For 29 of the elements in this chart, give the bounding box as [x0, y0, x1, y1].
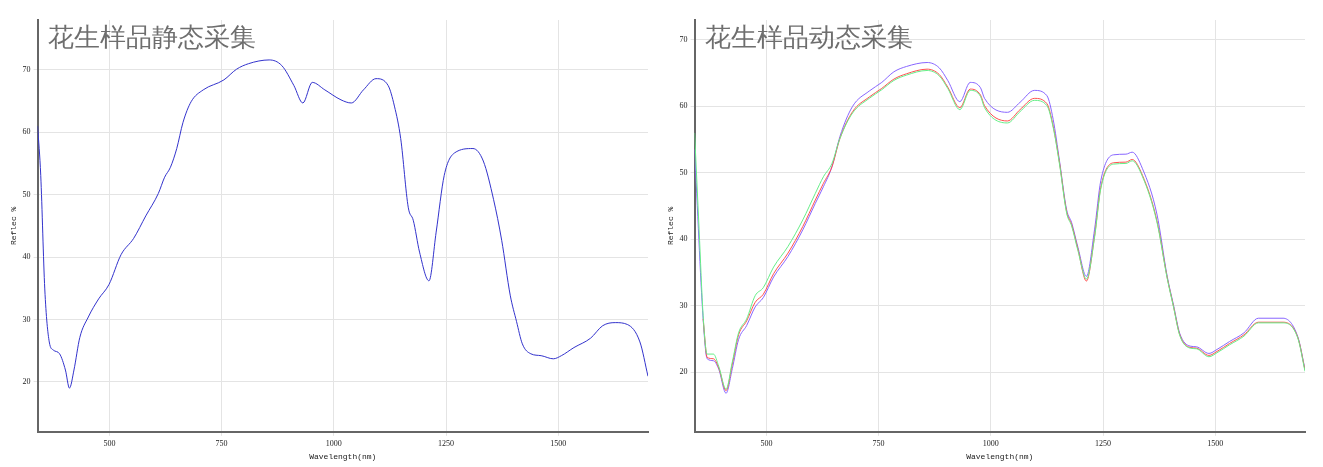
y-axis-title: Reflec % [8, 206, 18, 246]
y-tick-label: 70 [679, 35, 688, 45]
x-axis-title: Wavelength(nm) [309, 452, 377, 462]
y-tick-label: 20 [22, 376, 31, 386]
x-tick-label: 1500 [550, 438, 567, 448]
chart-title: 花生样品动态采集 [704, 21, 913, 52]
x-tick-label: 500 [760, 438, 773, 448]
x-tick-label: 1250 [438, 438, 455, 448]
y-tick-label: 70 [22, 65, 31, 75]
x-tick-label: 1500 [1207, 438, 1224, 448]
x-tick-label: 1250 [1095, 438, 1112, 448]
y-tick-label: 40 [22, 252, 31, 262]
chart-title: 花生样品静态采集 [47, 21, 256, 52]
x-tick-label: 1000 [982, 438, 999, 448]
y-axis-title: Reflec % [665, 206, 675, 246]
x-tick-label: 1000 [325, 438, 342, 448]
y-tick-label: 50 [22, 189, 31, 199]
x-tick-label: 750 [872, 438, 885, 448]
line-series [37, 59, 648, 389]
y-tick-label: 50 [679, 167, 688, 177]
x-axis-title: Wavelength(nm) [966, 452, 1034, 462]
y-tick-label: 60 [679, 101, 688, 111]
y-tick-label: 60 [22, 127, 31, 137]
y-tick-label: 30 [22, 314, 31, 324]
y-tick-label: 30 [679, 300, 688, 310]
y-tick-label: 20 [679, 367, 688, 377]
x-tick-label: 500 [103, 438, 116, 448]
x-tick-label: 750 [215, 438, 228, 448]
y-tick-label: 40 [679, 234, 688, 244]
